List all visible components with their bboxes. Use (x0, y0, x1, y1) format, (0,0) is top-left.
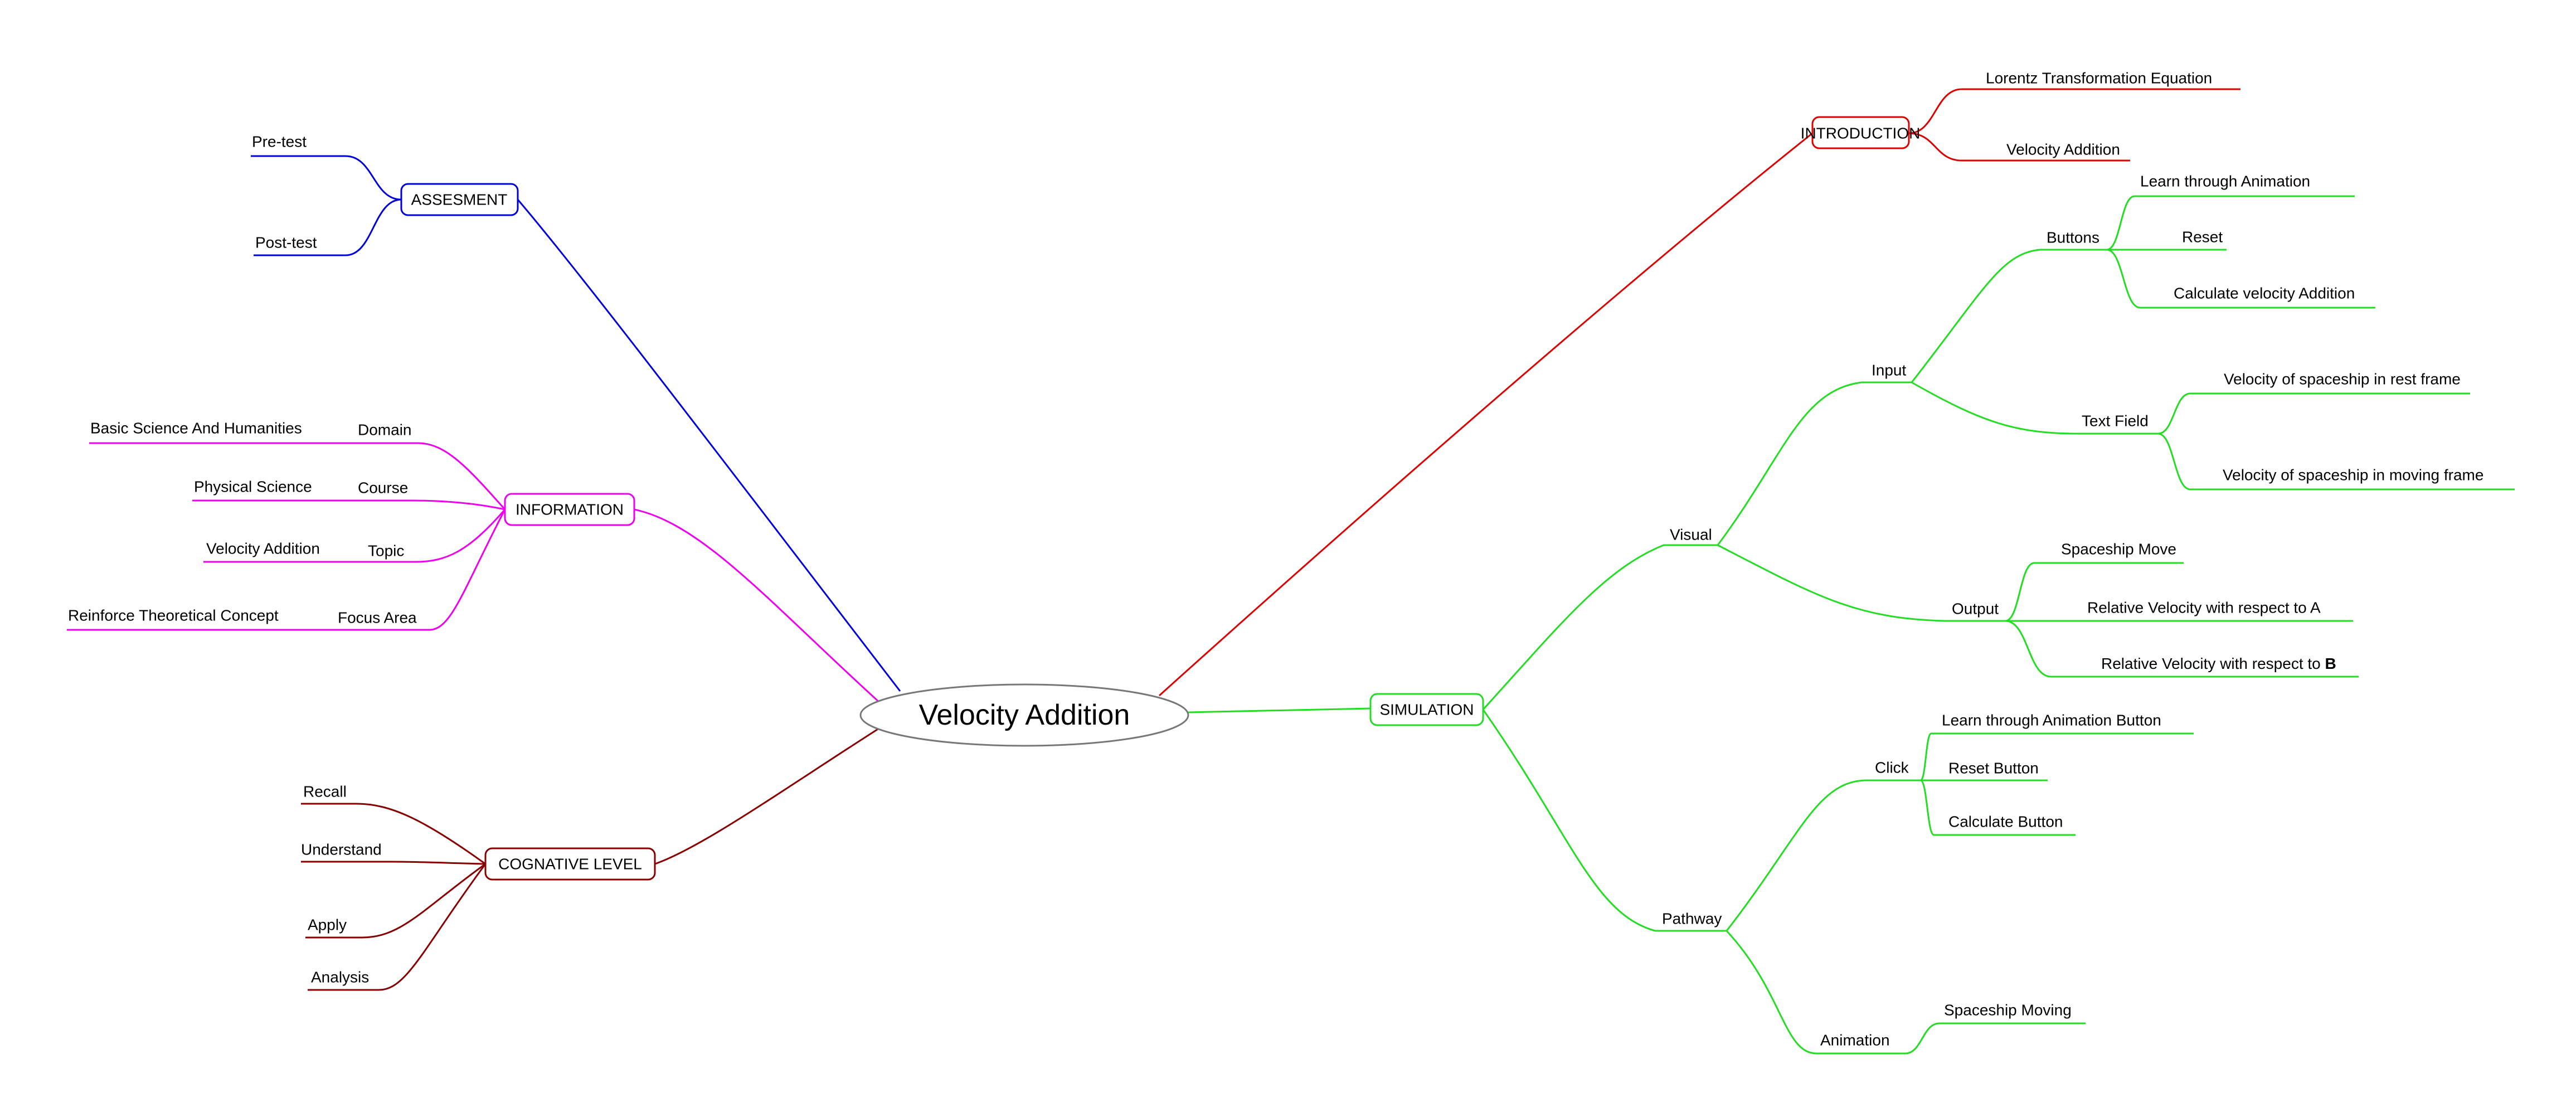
edge-assesment-pretest (251, 155, 402, 201)
edge-visual-output (1717, 544, 2005, 622)
edge-center-assesment (517, 199, 901, 692)
sim-visual-label: Visual (1670, 526, 1712, 543)
edge-cognative-recall (301, 803, 486, 865)
edge-center-simulation (1188, 707, 1371, 713)
edge-click-calculate (1920, 779, 2076, 836)
edge-buttons-learn (2106, 195, 2355, 251)
edge-textfield-moving (2157, 433, 2515, 490)
introduction-node[interactable]: INTRODUCTION (1801, 116, 1921, 149)
central-node-ellipse (859, 683, 1189, 747)
info-topic-key: Topic (368, 542, 404, 560)
edge-click-learn (1919, 732, 2194, 781)
edge-center-introduction (1158, 132, 1813, 697)
edge-pathway-animation (1726, 930, 1905, 1055)
introduction-label: INTRODUCTION (1801, 125, 1921, 142)
info-domain-value: Basic Science And Humanities (90, 420, 302, 437)
central-node-label: Velocity Addition (919, 699, 1130, 731)
simulation-label: SIMULATION (1379, 701, 1474, 718)
click-learn-animation-button: Learn through Animation Button (1942, 712, 2161, 729)
edge-info-topic (203, 509, 506, 563)
cognative-analysis: Analysis (311, 969, 369, 986)
cognative-apply: Apply (308, 916, 347, 934)
introduction-box (1811, 116, 1910, 149)
assesment-pre-test: Pre-test (252, 133, 307, 150)
edge-input-textfield (1911, 381, 2158, 435)
edge-info-focus (67, 509, 506, 631)
out-relative-velocity-a: Relative Velocity with respect to A (2087, 599, 2321, 616)
info-course-value: Physical Science (194, 478, 312, 496)
information-box (504, 493, 635, 526)
edge-output-velocity-b (2005, 620, 2359, 678)
intro-item-velocity-addition: Velocity Addition (2006, 141, 2120, 158)
click-reset-button: Reset Button (1948, 760, 2039, 777)
cognative-recall: Recall (303, 783, 347, 800)
out-relative-velocity-b: Relative Velocity with respect to B (2101, 655, 2336, 672)
sim-input-label: Input (1872, 362, 1906, 379)
sim-text-field-label: Text Field (2082, 412, 2149, 430)
out-relative-velocity-b-bold: B (2325, 655, 2336, 672)
sim-animation-label: Animation (1820, 1032, 1890, 1049)
central-node[interactable]: Velocity Addition (859, 683, 1189, 747)
edge-cognative-analysis (308, 863, 487, 991)
edge-textfield-rest (2157, 392, 2470, 435)
sim-click-label: Click (1875, 759, 1909, 776)
intro-item-lorentz: Lorentz Transformation Equation (1986, 70, 2212, 87)
info-topic-value: Velocity Addition (206, 540, 320, 557)
btn-reset: Reset (2182, 229, 2223, 246)
anim-spaceship-moving: Spaceship Moving (1944, 1002, 2072, 1019)
edge-intro-velocity-addition (1908, 132, 2130, 162)
info-focus-area-key: Focus Area (338, 609, 417, 627)
edge-sim-visual (1482, 544, 1718, 711)
information-node[interactable]: INFORMATION (504, 493, 635, 526)
sim-buttons-label: Buttons (2047, 229, 2099, 246)
info-domain-key: Domain (358, 421, 411, 439)
edge-pathway-click (1726, 779, 1921, 931)
edge-buttons-calculate (2106, 249, 2375, 309)
cognative-level-label: COGNATIVE LEVEL (498, 856, 642, 873)
edge-info-domain (89, 442, 506, 510)
out-spaceship-move: Spaceship Move (2061, 541, 2176, 558)
btn-calculate-velocity: Calculate velocity Addition (2174, 285, 2355, 302)
edge-visual-input (1717, 381, 1912, 546)
assesment-post-test: Post-test (255, 234, 317, 251)
edge-output-move (2005, 562, 2184, 622)
simulation-node[interactable]: SIMULATION (1369, 693, 1484, 726)
cognative-understand: Understand (301, 841, 382, 858)
edge-center-cognative (654, 726, 881, 865)
edge-assesment-posttest (254, 198, 402, 256)
info-course-key: Course (358, 479, 408, 497)
edge-cognative-apply (305, 863, 486, 939)
field-velocity-moving-frame: Velocity of spaceship in moving frame (2223, 467, 2483, 484)
assesment-node[interactable]: ASSESMENT (400, 183, 519, 216)
sim-output-label: Output (1952, 600, 1999, 618)
assesment-box (400, 183, 519, 216)
edge-intro-lorentz (1908, 88, 2240, 134)
edge-input-buttons (1911, 249, 2107, 383)
edge-cognative-understand (301, 861, 486, 865)
cognative-level-box (484, 847, 656, 881)
edge-sim-pathway (1482, 709, 1727, 932)
out-relative-velocity-b-prefix: Relative Velocity with respect to (2101, 655, 2325, 672)
edge-info-course (192, 499, 506, 511)
info-focus-area-value: Reinforce Theoretical Concept (68, 607, 279, 624)
edge-center-information (634, 508, 882, 705)
connector-lines (67, 88, 2515, 1055)
sim-pathway-label: Pathway (1662, 910, 1722, 927)
field-velocity-rest-frame: Velocity of spaceship in rest frame (2224, 371, 2461, 388)
information-label: INFORMATION (516, 501, 624, 518)
cognative-level-node[interactable]: COGNATIVE LEVEL (484, 847, 656, 881)
simulation-box (1369, 693, 1484, 726)
click-calculate-button: Calculate Button (1948, 813, 2063, 831)
btn-learn-animation: Learn through Animation (2140, 173, 2310, 190)
edge-animation-spaceship (1904, 1022, 2086, 1055)
assesment-label: ASSESMENT (411, 191, 508, 208)
